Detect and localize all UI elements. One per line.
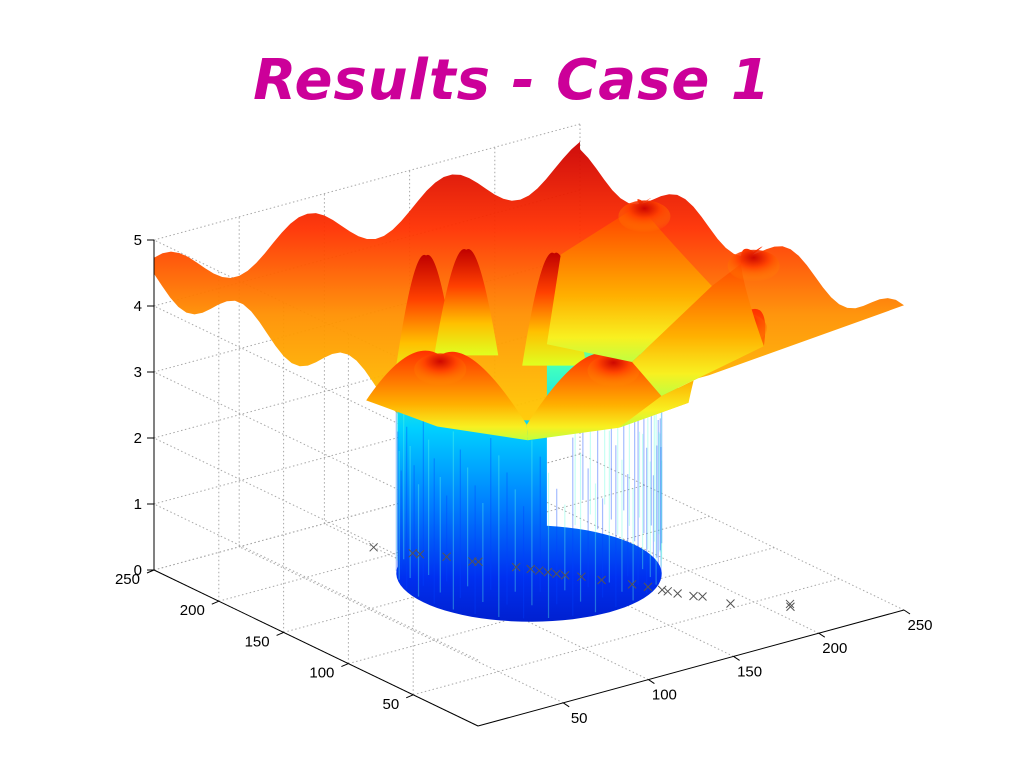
x-tick-label: 150 — [737, 663, 762, 680]
marker-x — [534, 566, 544, 575]
marker-stroke — [442, 552, 451, 562]
marker-stroke — [663, 586, 673, 596]
marker-x — [726, 599, 735, 608]
z-tick-label: 4 — [134, 298, 142, 315]
marker-stroke — [543, 567, 553, 577]
marker-x — [785, 599, 795, 609]
marker-stroke — [369, 542, 379, 552]
surface-petal-highlight — [618, 200, 671, 233]
grid-line — [153, 453, 581, 571]
marker-stroke — [577, 572, 586, 582]
marker-stroke — [468, 557, 477, 566]
marker-stroke — [786, 602, 795, 612]
marker-stroke — [689, 591, 698, 601]
y-tick-label: 50 — [383, 696, 400, 713]
surface-front-petal — [366, 350, 528, 441]
marker-x — [786, 602, 795, 612]
data-markers — [369, 542, 795, 612]
y-tick-mark — [211, 600, 219, 605]
z-tick-label: 5 — [134, 232, 142, 249]
marker-x — [442, 552, 451, 562]
grid-line — [153, 123, 581, 241]
y-tick-label: 100 — [309, 665, 334, 682]
grid-line — [413, 578, 840, 696]
marker-x — [369, 542, 379, 552]
marker-stroke — [560, 570, 570, 580]
z-tick-label: 1 — [134, 496, 142, 513]
marker-stroke — [627, 580, 637, 589]
marker-x — [552, 569, 561, 579]
surface-inner-peak — [434, 248, 499, 356]
marker-x — [698, 592, 707, 601]
x-tick-label: 50 — [571, 710, 588, 727]
marker-stroke — [597, 575, 606, 585]
marker-x — [543, 567, 553, 577]
marker-stroke — [408, 548, 418, 558]
grid-line — [153, 387, 581, 505]
marker-stroke — [552, 569, 561, 579]
z-tick-label: 3 — [134, 364, 142, 381]
x-tick-mark — [562, 702, 570, 708]
y-tick-mark — [406, 694, 414, 699]
x-tick-label: 100 — [652, 687, 677, 704]
x-tick-mark — [733, 655, 740, 661]
x-axis-line — [477, 609, 905, 727]
marker-x — [560, 570, 570, 580]
marker-stroke — [698, 592, 707, 601]
marker-x — [663, 586, 673, 596]
z-tick-label: 2 — [134, 430, 142, 447]
marker-x — [643, 582, 653, 592]
marker-x — [577, 572, 586, 582]
surface-outer-plateau — [154, 141, 904, 431]
surface-petal-highlight — [587, 354, 640, 387]
marker-stroke — [534, 566, 544, 575]
page-title: Results - Case 1 — [253, 48, 771, 113]
marker-x — [526, 564, 536, 574]
marker-stroke — [657, 585, 667, 595]
y-tick-label: 150 — [245, 633, 270, 650]
grid-line — [153, 321, 581, 439]
marker-x — [597, 575, 606, 585]
x-tick-label: 250 — [907, 617, 932, 634]
y-tick-label: 250 — [115, 571, 140, 588]
x-tick-mark — [818, 632, 826, 638]
y-tick-label: 200 — [180, 602, 205, 619]
marker-stroke — [726, 599, 735, 608]
marker-stroke — [415, 549, 425, 559]
marker-stroke — [526, 564, 536, 574]
marker-x — [415, 549, 425, 559]
y-axis-line — [153, 569, 479, 727]
marker-x — [468, 557, 477, 566]
marker-x — [657, 585, 667, 595]
marker-x — [689, 591, 698, 601]
surface-petal-highlight — [727, 249, 780, 282]
marker-stroke — [511, 562, 521, 572]
marker-x — [627, 580, 637, 589]
x-tick-label: 200 — [822, 640, 847, 657]
z-tick-label: 0 — [134, 562, 142, 579]
marker-x — [408, 548, 418, 558]
x-tick-mark — [903, 609, 911, 615]
marker-x — [673, 589, 682, 598]
marker-stroke — [785, 599, 795, 609]
marker-stroke — [643, 582, 653, 592]
marker-stroke — [673, 589, 682, 598]
y-tick-mark — [276, 631, 284, 636]
x-tick-mark — [648, 679, 655, 685]
surface-petal-highlight — [414, 353, 467, 386]
surface-front-petal — [546, 198, 712, 363]
surface-front-petal — [632, 246, 764, 397]
y-tick-mark — [341, 663, 349, 668]
surface — [154, 141, 904, 622]
marker-x — [511, 562, 521, 572]
